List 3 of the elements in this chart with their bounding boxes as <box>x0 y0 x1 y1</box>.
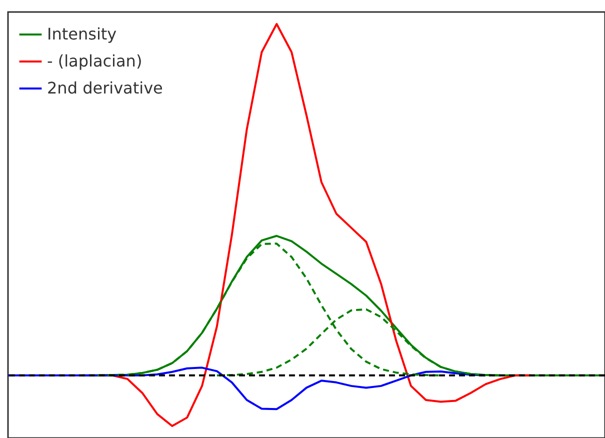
legend-label: 2nd derivative <box>47 78 163 98</box>
legend-label: Intensity <box>47 24 117 44</box>
legend-label: - (laplacian) <box>47 52 142 70</box>
